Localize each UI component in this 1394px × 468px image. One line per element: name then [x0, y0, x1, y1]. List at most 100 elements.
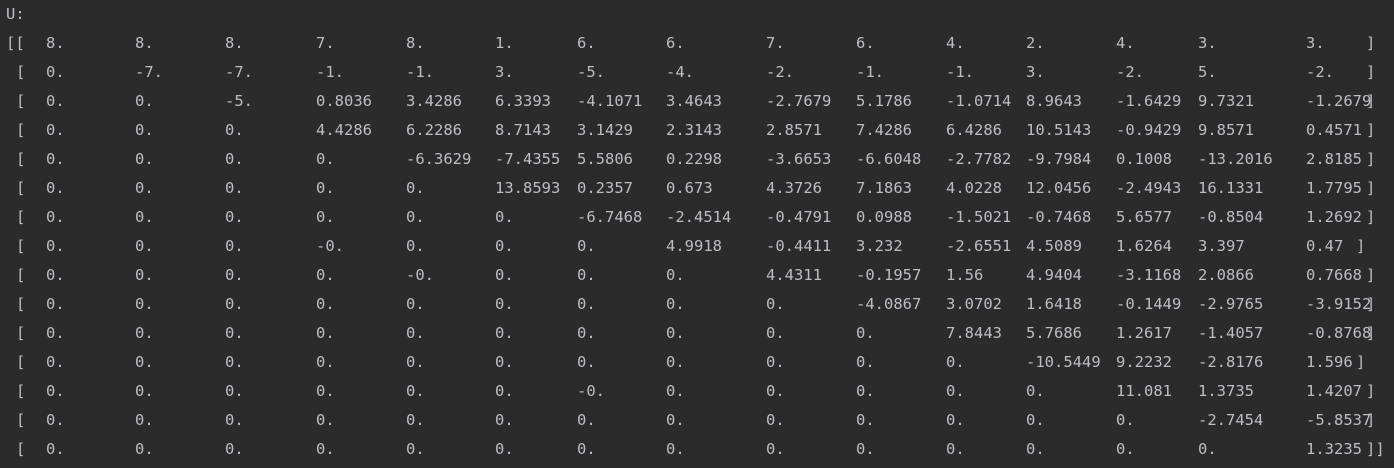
matrix-cell: 0. — [316, 440, 335, 458]
matrix-cell: 0. — [406, 411, 425, 429]
matrix-cell: 0. — [46, 353, 65, 371]
matrix-cell: 0. — [406, 440, 425, 458]
matrix-cell: 7. — [316, 34, 335, 52]
matrix-cell: -1.6429 — [1116, 92, 1182, 110]
matrix-cell: 4. — [1116, 34, 1135, 52]
matrix-cell: 0. — [225, 150, 244, 168]
matrix-cell: 1.3735 — [1198, 382, 1254, 400]
matrix-cell: 0. — [666, 353, 685, 371]
matrix-row: [0. 0. 0. 0. 0. 0. 0. 0. 0. 0. 0. -10.5449 9.2232 -2.… — [0, 348, 1394, 377]
matrix-cell: 0. — [406, 179, 425, 197]
matrix-cell: 7.8443 — [946, 324, 1002, 342]
matrix-cell: 0. — [1026, 411, 1045, 429]
matrix-cell: 13.8593 — [495, 179, 561, 197]
matrix-cell: 3.397 — [1198, 237, 1245, 255]
matrix-cell: 0. — [495, 440, 514, 458]
matrix-row: [0. 0. 0. 4.4286 6.2286 8.7143 3.1429 2.3143 2.8… — [0, 116, 1394, 145]
matrix-row: [0. 0. 0. 0. 0. 13.8593 0.2357 0.673 4.3726 7.186… — [0, 174, 1394, 203]
matrix-cell: 0. — [666, 411, 685, 429]
row-close-bracket: ] — [1366, 179, 1376, 197]
matrix-cell: 0. — [495, 411, 514, 429]
matrix-cell: 1.6264 — [1116, 237, 1172, 255]
matrix-cell: 0. — [856, 440, 875, 458]
matrix-cell: -0.7468 — [1026, 208, 1092, 226]
row-close-bracket: ] — [1366, 34, 1376, 52]
matrix-cell: 0. — [135, 121, 154, 139]
matrix-cell: 0. — [316, 411, 335, 429]
matrix-cell: 0. — [946, 440, 965, 458]
matrix-cell: 0. — [225, 324, 244, 342]
matrix-row: [0. 0. 0. 0. -0. 0. 0. 0. 4.4311 -0.1957 1.56 4.940… — [0, 261, 1394, 290]
matrix-cell: 0. — [1026, 440, 1045, 458]
matrix-cell: 0. — [135, 382, 154, 400]
matrix-cell: -2. — [766, 63, 794, 81]
matrix-cell: 3. — [1198, 34, 1217, 52]
matrix-cell: 0. — [135, 266, 154, 284]
row-close-bracket: ] — [1366, 208, 1376, 226]
matrix-cell: 0. — [946, 353, 965, 371]
matrix-row: [0. -7. -7. -1. -1. 3. -5. -4. -2. -1. -1. 3. -2. 5. -… — [0, 58, 1394, 87]
matrix-cell: 8. — [135, 34, 154, 52]
matrix-cell: 0. — [316, 208, 335, 226]
matrix-cell: 0. — [666, 440, 685, 458]
matrix-cell: 1.7795 — [1306, 179, 1362, 197]
matrix-cell: 0. — [135, 179, 154, 197]
matrix-cell: 0. — [135, 208, 154, 226]
matrix-cell: 6. — [666, 34, 685, 52]
matrix-cell: -2.9765 — [1198, 295, 1264, 313]
matrix-cell: 9.8571 — [1198, 121, 1254, 139]
matrix-cell: 0. — [766, 411, 785, 429]
matrix-row: [0. 0. 0. 0. -6.3629 -7.4355 5.5806 0.2298 -3.66… — [0, 145, 1394, 174]
matrix-cell: 2.8571 — [766, 121, 822, 139]
row-open-bracket: [ — [16, 295, 26, 313]
matrix-cell: 0. — [225, 266, 244, 284]
matrix-cell: -5.8537 — [1306, 411, 1372, 429]
matrix-cell: -10.5449 — [1026, 353, 1101, 371]
matrix-cell: 0. — [856, 353, 875, 371]
matrix-cell: 4. — [946, 34, 965, 52]
matrix-cell: 1.2617 — [1116, 324, 1172, 342]
matrix-cell: -0.4791 — [766, 208, 832, 226]
matrix-cell: 0. — [225, 353, 244, 371]
matrix-cell: 4.3726 — [766, 179, 822, 197]
matrix-cell: 1.56 — [946, 266, 984, 284]
matrix-cell: 0. — [316, 150, 335, 168]
matrix-cell: -2.6551 — [946, 237, 1012, 255]
row-open-bracket: [ — [16, 266, 26, 284]
matrix-cell: 0. — [135, 440, 154, 458]
matrix-cell: 0. — [135, 237, 154, 255]
row-open-bracket: [ — [16, 440, 26, 458]
matrix-cell: -0. — [577, 382, 605, 400]
matrix-cell: 0. — [495, 353, 514, 371]
matrix-cell: 4.0228 — [946, 179, 1002, 197]
matrix-cell: 0. — [946, 382, 965, 400]
matrix-cell: 5. — [1198, 63, 1217, 81]
matrix-cell: 0. — [495, 295, 514, 313]
matrix-cell: 5.7686 — [1026, 324, 1082, 342]
matrix-cell: 0. — [766, 353, 785, 371]
matrix-cell: 0. — [46, 63, 65, 81]
matrix-cell: 0. — [225, 208, 244, 226]
matrix-cell: 0. — [577, 411, 596, 429]
matrix-cell: 0. — [135, 150, 154, 168]
matrix-cell: -5. — [225, 92, 253, 110]
row-open-bracket: [ — [16, 179, 26, 197]
matrix-cell: 0. — [406, 237, 425, 255]
matrix-cell: 0. — [946, 411, 965, 429]
matrix-cell: 4.5089 — [1026, 237, 1082, 255]
matrix-cell: -3.9152 — [1306, 295, 1372, 313]
matrix-cell: 0. — [856, 324, 875, 342]
matrix-cell: -0.8504 — [1198, 208, 1264, 226]
matrix-cell: 0. — [225, 179, 244, 197]
matrix-cell: 4.4286 — [316, 121, 372, 139]
matrix-cell: 0. — [135, 411, 154, 429]
matrix-cell: -13.2016 — [1198, 150, 1273, 168]
matrix-cell: -1.2679 — [1306, 92, 1372, 110]
matrix-cell: 2. — [1026, 34, 1045, 52]
matrix-cell: 0. — [46, 208, 65, 226]
matrix-cell: -6.3629 — [406, 150, 472, 168]
matrix-cell: 0. — [766, 295, 785, 313]
matrix-cell: 6. — [856, 34, 875, 52]
matrix-cell: -3.6653 — [766, 150, 832, 168]
matrix-cell: 0. — [666, 382, 685, 400]
